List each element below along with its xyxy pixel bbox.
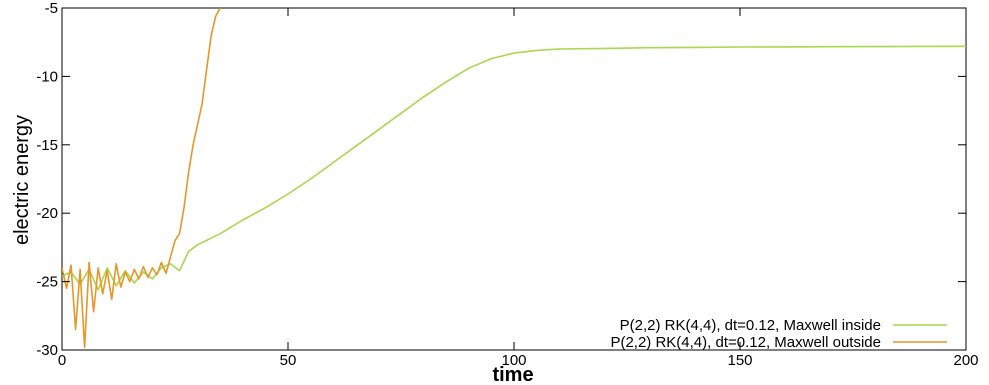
series-line-maxwell-inside (62, 45, 966, 291)
x-tick-label: 100 (501, 352, 526, 369)
series-layer (62, 8, 966, 349)
series-line-maxwell-outside (62, 8, 221, 349)
legend-label: P(2,2) RK(4,4), dt=0.12, Maxwell outside (610, 334, 881, 351)
plot-frame (61, 7, 967, 351)
axes (61, 7, 967, 351)
y-tick-label: -25 (36, 274, 58, 291)
legend: P(2,2) RK(4,4), dt=0.12, Maxwell insideP… (610, 317, 947, 351)
x-tick-label: 0 (58, 352, 66, 369)
y-axis-label: electric energy (11, 115, 33, 245)
ticks-layer: 0 50 100 150 200 -5 -10 -15 -20 -25 -30 (36, 0, 978, 369)
y-tick-label: -10 (36, 68, 58, 85)
x-axis-label: time (492, 364, 533, 385)
y-tick-label: -15 (36, 137, 58, 154)
y-tick-label: -30 (36, 342, 58, 359)
y-tick-label: -5 (45, 0, 58, 17)
x-tick-label: 50 (280, 352, 297, 369)
y-tick-label: -20 (36, 205, 58, 222)
x-tick-label: 150 (727, 352, 752, 369)
legend-label: P(2,2) RK(4,4), dt=0.12, Maxwell inside (620, 317, 881, 334)
x-tick-label: 200 (953, 352, 978, 369)
